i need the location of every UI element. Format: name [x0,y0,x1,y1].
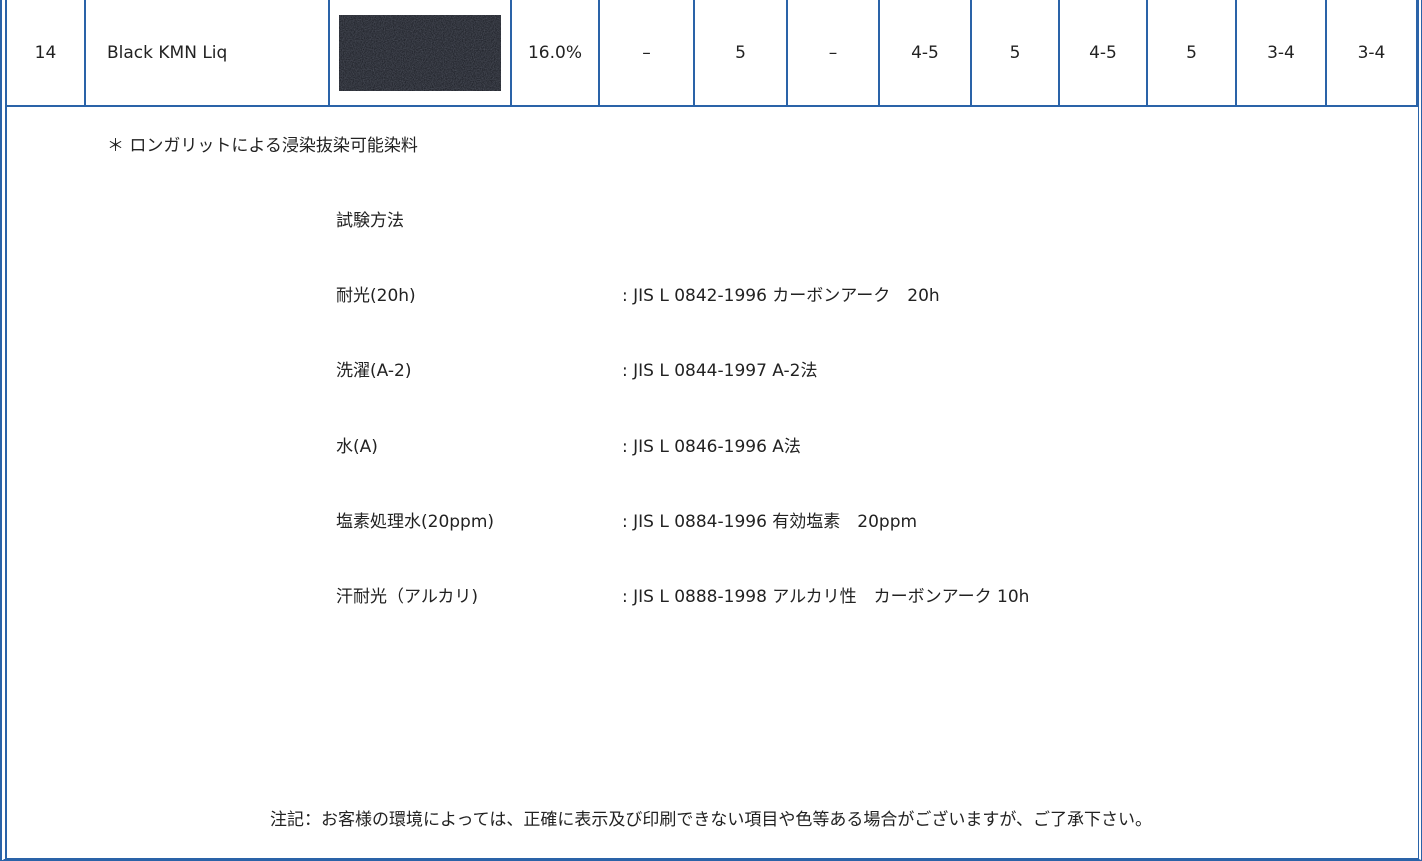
table-cell: 5 [1148,0,1237,107]
method-value: : JIS L 0846-1996 A法 [622,436,801,457]
table-cell: 16.0% [512,0,600,107]
method-label: 水(A) [336,436,378,457]
note: ＊ ロンガリットによる浸染抜染可能染料 [107,136,418,156]
method-value: : JIS L 0844-1997 A-2法 [622,361,818,382]
fabric-swatch [339,14,501,91]
method-label: 汗耐光（アルカリ) [336,587,478,608]
table-cell: – [788,0,880,107]
method-value: : JIS L 0842-1996 カーボンアーク 20h [622,286,940,306]
methods-title: 試験方法 [336,211,404,231]
method-label: 耐光(20h) [336,286,416,306]
method-value: : JIS L 0888-1998 アルカリ性 カーボンアーク 10h [622,587,1030,608]
table-cell: – [600,0,695,107]
table-cell: 5 [695,0,788,107]
method-value: : JIS L 0884-1996 有効塩素 20ppm [622,511,918,532]
footer-note: 注記：お客様の環境によっては、正確に表示及び印刷できない項目や色等ある場合がござ… [270,810,1152,830]
swatch-cell [330,0,512,107]
table-cell: 3-4 [1327,0,1418,107]
table-cell: 4-5 [880,0,972,107]
table-cell: 4-5 [1060,0,1148,107]
method-label: 塩素処理水(20ppm) [336,511,495,532]
table-cell: Black KMN Liq [86,0,330,107]
table-cell: 3-4 [1237,0,1327,107]
table-cell: 5 [972,0,1060,107]
method-label: 洗濯(A-2) [336,361,412,382]
table-cell: 14 [7,0,86,107]
